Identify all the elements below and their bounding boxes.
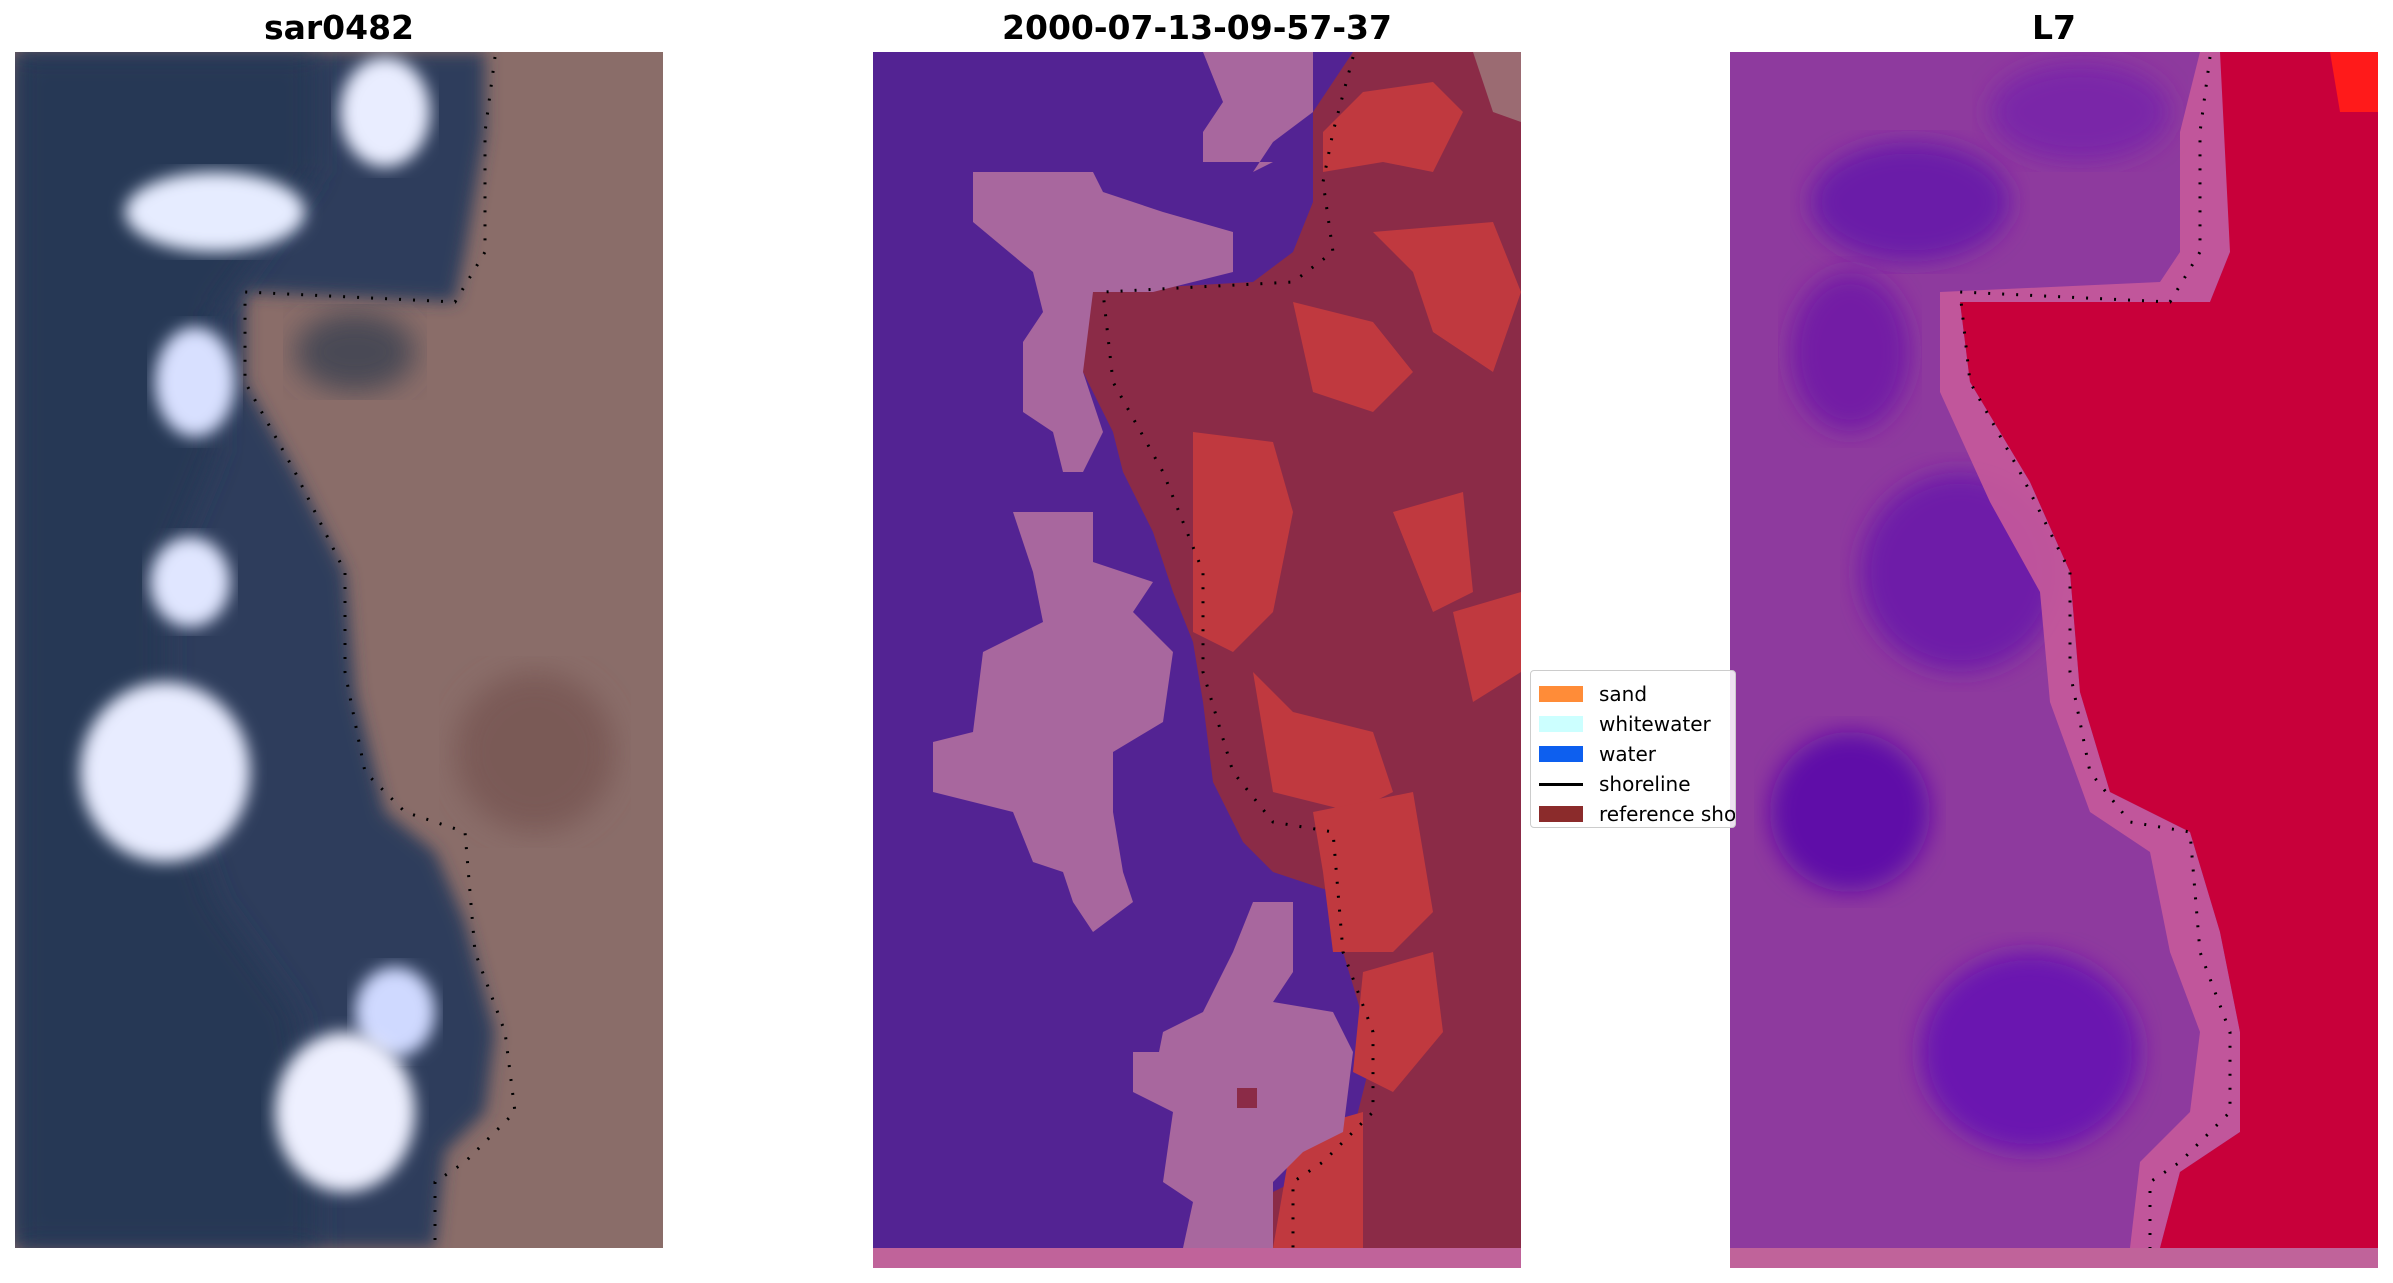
bottom-strip-index bbox=[1730, 1248, 2378, 1268]
water-swatch bbox=[1539, 746, 1583, 762]
panel-title-index: L7 bbox=[2032, 8, 2076, 47]
rgb-image-panel bbox=[15, 52, 663, 1248]
legend-item-sand: sand bbox=[1531, 679, 1735, 709]
legend: sand whitewater water shoreline referenc… bbox=[1530, 670, 1736, 828]
legend-label-reference-shoreline: reference shoreline buffer bbox=[1599, 802, 1736, 826]
classified-image bbox=[873, 52, 1521, 1248]
legend-label-water: water bbox=[1599, 742, 1656, 766]
shoreline-line-swatch bbox=[1539, 782, 1583, 786]
panel-title-rgb: sar0482 bbox=[263, 8, 415, 47]
legend-item-reference-shoreline: reference shoreline buffer bbox=[1531, 799, 1736, 827]
bottom-strip-classified bbox=[873, 1248, 1521, 1268]
index-image bbox=[1730, 52, 2378, 1248]
shoreline-dots-classified bbox=[1101, 56, 1375, 1248]
panel-title-classified: 2000-07-13-09-57-37 bbox=[1002, 8, 1392, 47]
legend-item-shoreline: shoreline bbox=[1531, 769, 1735, 799]
sand-swatch bbox=[1539, 686, 1583, 702]
legend-label-sand: sand bbox=[1599, 682, 1648, 706]
legend-label-whitewater: whitewater bbox=[1599, 712, 1711, 736]
whitewater-swatch bbox=[1539, 716, 1583, 732]
reference-shoreline-swatch bbox=[1539, 806, 1583, 822]
legend-item-whitewater: whitewater bbox=[1531, 709, 1735, 739]
index-image-panel bbox=[1730, 52, 2378, 1248]
rgb-image bbox=[15, 52, 663, 1248]
legend-label-shoreline: shoreline bbox=[1599, 772, 1691, 796]
classified-image-panel bbox=[873, 52, 1521, 1248]
legend-item-water: water bbox=[1531, 739, 1735, 769]
